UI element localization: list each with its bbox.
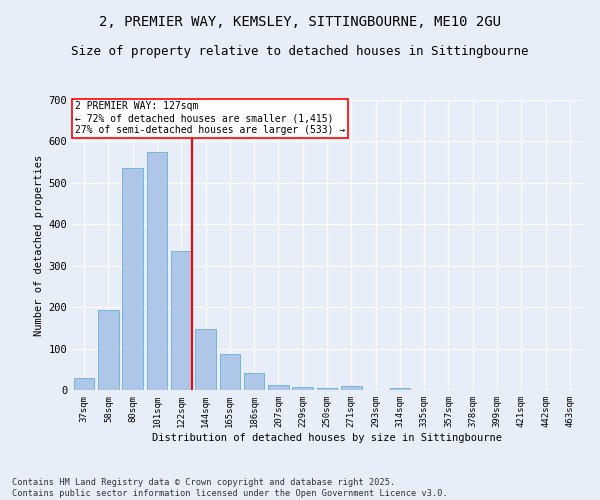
Text: 2, PREMIER WAY, KEMSLEY, SITTINGBOURNE, ME10 2GU: 2, PREMIER WAY, KEMSLEY, SITTINGBOURNE, … <box>99 15 501 29</box>
Bar <box>341 386 362 390</box>
Bar <box>122 168 143 390</box>
Text: Size of property relative to detached houses in Sittingbourne: Size of property relative to detached ho… <box>71 45 529 58</box>
Bar <box>292 386 313 390</box>
Bar <box>98 310 119 390</box>
Bar <box>74 378 94 390</box>
Bar <box>268 385 289 390</box>
Text: Contains HM Land Registry data © Crown copyright and database right 2025.
Contai: Contains HM Land Registry data © Crown c… <box>12 478 448 498</box>
Text: 2 PREMIER WAY: 127sqm
← 72% of detached houses are smaller (1,415)
27% of semi-d: 2 PREMIER WAY: 127sqm ← 72% of detached … <box>74 102 345 134</box>
Bar <box>389 388 410 390</box>
Bar <box>317 388 337 390</box>
Bar <box>195 328 216 390</box>
X-axis label: Distribution of detached houses by size in Sittingbourne: Distribution of detached houses by size … <box>152 432 502 442</box>
Bar <box>244 374 265 390</box>
Y-axis label: Number of detached properties: Number of detached properties <box>34 154 44 336</box>
Bar <box>171 251 191 390</box>
Bar <box>220 354 240 390</box>
Bar <box>146 152 167 390</box>
